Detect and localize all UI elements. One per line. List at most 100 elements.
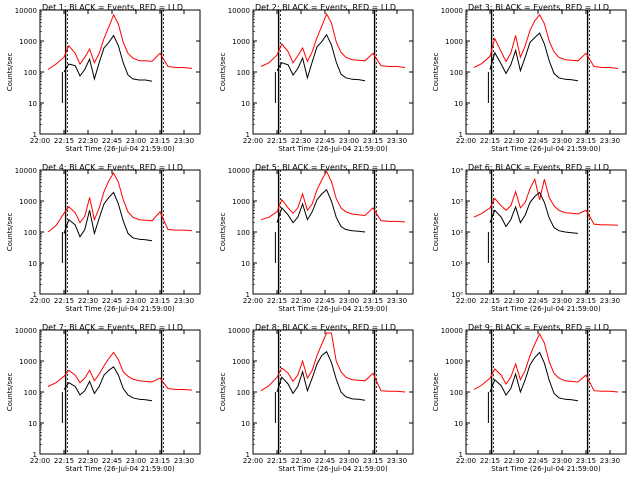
x-tick-label: 22:30 — [504, 457, 524, 465]
y-tick-label: 1000 — [445, 358, 463, 366]
y-axis-label: Counts/sec — [432, 53, 440, 92]
x-tick-label: 22:15 — [480, 137, 500, 145]
y-tick-label: 10 — [241, 420, 250, 428]
y-tick-label: 1000 — [232, 38, 250, 46]
x-tick-label: 22:30 — [78, 297, 98, 305]
x-tick-label: 22:15 — [54, 137, 74, 145]
lld-line — [473, 332, 619, 393]
events-line — [276, 33, 366, 82]
y-tick-label: 100 — [24, 69, 37, 77]
x-tick-label: 23:00 — [126, 457, 146, 465]
y-tick-label: 10³ — [451, 198, 463, 206]
events-line — [63, 34, 153, 82]
lld-line — [47, 13, 193, 70]
y-tick-label: 10000 — [228, 327, 250, 335]
x-tick-label: 22:00 — [30, 137, 50, 145]
x-tick-label: 23:15 — [576, 297, 596, 305]
y-axis-label: Counts/sec — [432, 373, 440, 412]
x-tick-label: 23:00 — [126, 137, 146, 145]
x-tick-label: 22:15 — [54, 297, 74, 305]
x-tick-label: 22:15 — [480, 457, 500, 465]
x-tick-label: 23:15 — [363, 137, 383, 145]
x-tick-label: 22:45 — [315, 297, 335, 305]
detector-panel-9: Det 9: BLACK = Events, RED = LLD 1 10 100 10… — [432, 323, 627, 473]
x-tick-label: 23:30 — [174, 297, 194, 305]
x-tick-label: 23:00 — [339, 297, 359, 305]
y-tick-label: 1 — [246, 291, 250, 299]
y-tick-label: 1000 — [232, 198, 250, 206]
x-tick-label: 23:30 — [174, 457, 194, 465]
panel-title: Det 2: BLACK = Events, RED = LLD — [255, 3, 396, 12]
y-axis-label: Counts/sec — [6, 373, 14, 412]
y-tick-label: 100 — [237, 389, 250, 397]
x-tick-label: 22:15 — [54, 457, 74, 465]
x-tick-label: 22:30 — [78, 457, 98, 465]
detector-panel-4: Det 4: BLACK = Events, RED = LLD 1 10 100 10… — [6, 163, 201, 313]
x-tick-label: 22:00 — [456, 457, 476, 465]
y-tick-label: 1 — [459, 131, 463, 139]
panel-title: Det 6: BLACK = Events, RED = LLD — [468, 163, 609, 172]
x-tick-label: 23:30 — [600, 457, 620, 465]
detector-panel-5: Det 5: BLACK = Events, RED = LLD 1 10 100 10… — [219, 163, 414, 313]
x-axis-label: Start Time (26-Jul-04 21:59:00) — [491, 465, 601, 473]
x-tick-label: 23:15 — [363, 457, 383, 465]
panel-title: Det 5: BLACK = Events, RED = LLD — [255, 163, 396, 172]
x-tick-label: 23:30 — [387, 137, 407, 145]
x-tick-label: 22:30 — [504, 137, 524, 145]
x-tick-label: 23:00 — [126, 297, 146, 305]
y-axis-label: Counts/sec — [219, 213, 227, 252]
x-axis-label: Start Time (26-Jul-04 21:59:00) — [491, 305, 601, 313]
y-tick-label: 100 — [237, 229, 250, 237]
x-axis-label: Start Time (26-Jul-04 21:59:00) — [278, 465, 388, 473]
x-tick-label: 22:45 — [315, 457, 335, 465]
x-tick-label: 23:15 — [363, 297, 383, 305]
x-tick-label: 23:00 — [552, 137, 572, 145]
x-tick-label: 22:45 — [102, 457, 122, 465]
x-axis-label: Start Time (26-Jul-04 21:59:00) — [65, 465, 175, 473]
x-tick-label: 22:45 — [528, 137, 548, 145]
lld-line — [473, 177, 619, 226]
x-tick-label: 22:30 — [291, 137, 311, 145]
x-tick-label: 22:15 — [267, 457, 287, 465]
y-tick-label: 100 — [450, 389, 463, 397]
x-tick-label: 22:30 — [504, 297, 524, 305]
events-line — [489, 191, 579, 234]
y-tick-label: 10² — [451, 229, 463, 237]
panel-title: Det 7: BLACK = Events, RED = LLD — [42, 323, 183, 332]
panel-title: Det 3: BLACK = Events, RED = LLD — [468, 3, 609, 12]
x-tick-label: 23:30 — [600, 137, 620, 145]
y-tick-label: 100 — [450, 69, 463, 77]
y-tick-label: 1 — [246, 131, 250, 139]
x-tick-label: 22:45 — [528, 297, 548, 305]
plot-frame — [39, 329, 201, 455]
panel-title: Det 1: BLACK = Events, RED = LLD — [42, 3, 183, 12]
x-tick-label: 23:30 — [387, 457, 407, 465]
x-tick-label: 22:30 — [291, 297, 311, 305]
detector-panel-6: Det 6: BLACK = Events, RED = LLD 10⁰ 10¹ 10… — [432, 163, 627, 313]
lld-line — [473, 13, 619, 69]
x-tick-label: 22:45 — [315, 137, 335, 145]
y-tick-label: 1000 — [19, 198, 37, 206]
y-tick-label: 100 — [24, 229, 37, 237]
x-axis-label: Start Time (26-Jul-04 21:59:00) — [65, 305, 175, 313]
y-tick-label: 10000 — [15, 167, 37, 175]
events-line — [276, 350, 366, 401]
y-tick-label: 10 — [241, 100, 250, 108]
x-tick-label: 23:00 — [339, 137, 359, 145]
x-tick-label: 22:00 — [243, 137, 263, 145]
y-tick-label: 10⁴ — [451, 167, 463, 175]
x-tick-label: 23:15 — [576, 457, 596, 465]
events-line — [276, 188, 366, 233]
lld-line — [47, 171, 193, 233]
x-tick-label: 22:15 — [480, 297, 500, 305]
y-tick-label: 1 — [33, 131, 37, 139]
x-tick-label: 22:00 — [456, 297, 476, 305]
x-tick-label: 23:30 — [600, 297, 620, 305]
y-tick-label: 10000 — [15, 327, 37, 335]
y-tick-label: 1 — [246, 451, 250, 459]
detector-panel-7: Det 7: BLACK = Events, RED = LLD 1 10 100 10… — [6, 323, 201, 473]
x-tick-label: 23:15 — [150, 137, 170, 145]
y-tick-label: 100 — [24, 389, 37, 397]
y-tick-label: 10 — [454, 420, 463, 428]
y-axis-label: Counts/sec — [219, 373, 227, 412]
